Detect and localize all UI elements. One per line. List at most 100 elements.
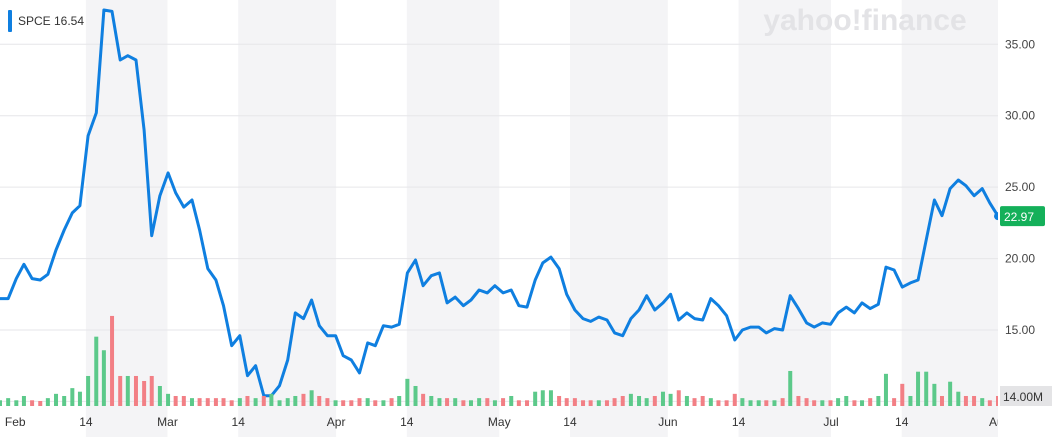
x-tick-label: Jun (658, 415, 677, 429)
band (238, 0, 337, 437)
volume-bar (349, 400, 354, 406)
volume-bar (956, 391, 961, 406)
volume-bar (381, 400, 386, 406)
volume-bar (980, 398, 985, 406)
volume-bar (213, 398, 218, 406)
band (738, 0, 832, 437)
volume-bar (437, 398, 442, 406)
volume-bar (604, 400, 609, 406)
volume-bar (45, 398, 50, 406)
volume-bar (916, 371, 921, 406)
volume-bar (453, 398, 458, 406)
x-tick-label: Mar (157, 415, 178, 429)
volume-bar (732, 393, 737, 406)
watermark: yahoo!finance (763, 4, 966, 37)
volume-bar (261, 395, 266, 406)
volume-bar (804, 398, 809, 406)
last-point (994, 212, 998, 221)
plot-area: Feb 14 Mar 14 Apr 14 May 14 Jun 14 Jul 14 Aug (0, 8, 998, 429)
volume-bar (365, 398, 370, 406)
volume-bar (908, 395, 913, 406)
volume-bar (293, 395, 298, 406)
volume-bar (876, 395, 881, 406)
volume-bar (812, 400, 817, 406)
volume-bar (269, 393, 274, 406)
y-tick-label: 30.00 (1005, 109, 1035, 123)
volume-bar (333, 400, 338, 406)
volume-bar (477, 398, 482, 406)
volume-bar (883, 373, 888, 406)
volume-bar (142, 380, 147, 406)
x-tick-label: 14 (732, 415, 746, 429)
volume-bar (509, 395, 514, 406)
y-tick-label: 15.00 (1005, 323, 1035, 337)
y2-tick-label: 14.00M (1003, 390, 1043, 404)
volume-bar (373, 400, 378, 406)
volume-bar (421, 393, 426, 406)
legend-value: 16.54 (54, 14, 84, 28)
volume-bar (166, 393, 171, 406)
x-tick-label: 14 (79, 415, 93, 429)
volume-bar (987, 400, 992, 406)
volume-bar (756, 400, 761, 406)
volume-bar (317, 395, 322, 406)
volume-bar (445, 398, 450, 406)
volume-bar (932, 383, 937, 406)
volume-bar (924, 371, 929, 406)
volume-bar (668, 393, 673, 406)
volume-bar (581, 400, 586, 406)
volume-bar (118, 375, 123, 406)
volume-bar (572, 398, 577, 406)
volume-bar (676, 390, 681, 406)
volume-bar (253, 398, 258, 406)
volume-bar (700, 395, 705, 406)
volume-bar (533, 391, 538, 406)
volume-bar (189, 398, 194, 406)
volume-bar (429, 395, 434, 406)
volume-bar (939, 395, 944, 406)
volume-bar (468, 400, 473, 406)
x-tick-label: Feb (5, 415, 26, 429)
volume-bar (796, 395, 801, 406)
volume-bar (6, 398, 11, 406)
volume-bar (245, 395, 250, 406)
volume-bar (852, 400, 857, 406)
y-tick-label: 20.00 (1005, 252, 1035, 266)
volume-bar (708, 398, 713, 406)
volume-bar (77, 391, 82, 406)
volume-bar (229, 400, 234, 406)
volume-bar (237, 398, 242, 406)
volume-bar (724, 400, 729, 406)
volume-bar (301, 393, 306, 406)
volume-bar (660, 391, 665, 406)
volume-bar (716, 400, 721, 406)
volume-bar (485, 398, 490, 406)
volume-bar (173, 395, 178, 406)
volume-bar (70, 388, 75, 406)
volume-bar (948, 381, 953, 406)
volume-bar (836, 398, 841, 406)
volume-bar (820, 400, 825, 406)
volume-bar (540, 390, 545, 406)
volume-bar (972, 395, 977, 406)
volume-bar (860, 400, 865, 406)
volume-bar (788, 370, 793, 406)
volume-bar (588, 400, 593, 406)
x-tick-label: 14 (895, 415, 909, 429)
volume-bar (828, 400, 833, 406)
volume-bar (764, 400, 769, 406)
volume-bar (564, 398, 569, 406)
volume-bar (868, 398, 873, 406)
y-axis: 10.0015.0020.0025.0030.0035.0022.9714.00… (1000, 37, 1052, 408)
volume-bar (620, 395, 625, 406)
volume-bar (181, 395, 186, 406)
volume-bar (596, 400, 601, 406)
volume-bar (221, 398, 226, 406)
legend-name: SPCE (18, 14, 51, 28)
volume-bar (652, 395, 657, 406)
volume-bar (110, 315, 115, 406)
volume-bar (772, 400, 777, 406)
y-tick-label: 25.00 (1005, 180, 1035, 194)
volume-bar (357, 398, 362, 406)
volume-bar (748, 400, 753, 406)
